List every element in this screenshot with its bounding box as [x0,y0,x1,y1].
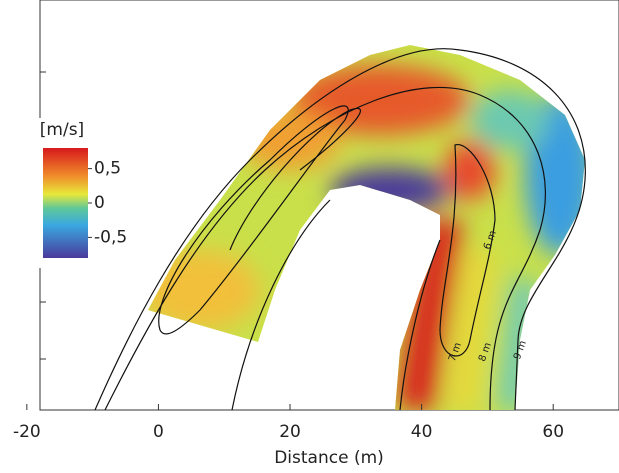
colorbar-label: [m/s] [40,120,84,140]
page: {"chart_data": {"type": "heatmap", "x_la… [0,0,619,473]
x-tick-label: 40 [411,422,433,442]
x-tick-label: -20 [13,422,41,442]
colorbar-tick-label: 0,5 [94,159,121,179]
x-tick-label: 0 [153,422,164,442]
x-axis-label: Distance (m) [274,448,384,468]
x-tick-label: 20 [279,422,301,442]
x-tick-label: 60 [542,422,564,442]
chart: 6 m 7 m 8 m 9 m [m/s] Distance (m) -2002… [0,0,619,473]
colorbar-tick-label: -0,5 [94,227,127,247]
colorbar [43,148,88,258]
colorbar-tick-label: 0 [94,193,105,213]
